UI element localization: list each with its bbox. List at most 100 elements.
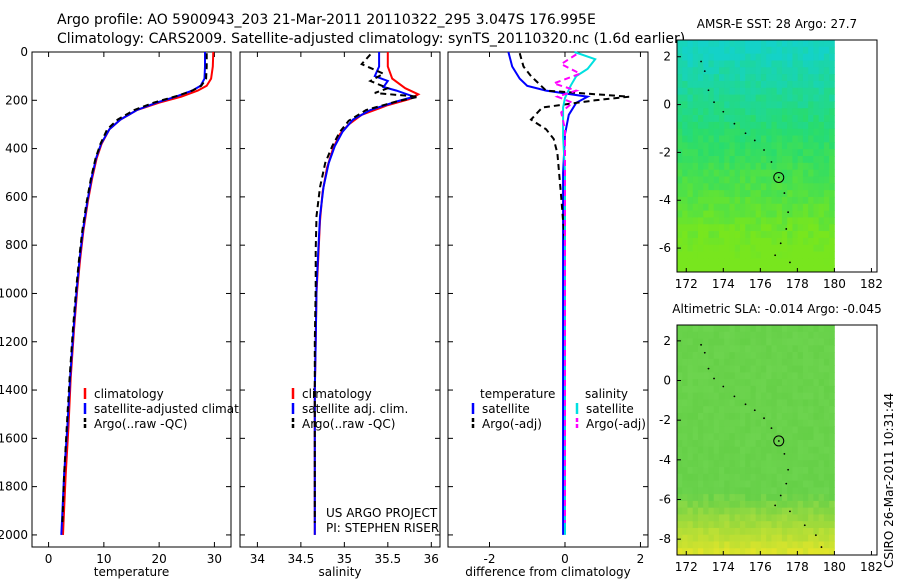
- field-cell: [734, 433, 741, 441]
- field-cell: [734, 217, 741, 225]
- field-cell: [745, 46, 751, 55]
- field-cell: [829, 237, 835, 246]
- field-cell: [697, 372, 704, 380]
- field-cell: [692, 480, 699, 488]
- field-cell: [808, 500, 814, 509]
- field-cell: [776, 53, 783, 61]
- field-cell: [734, 60, 741, 68]
- field-cell: [766, 224, 772, 232]
- field-cell: [802, 521, 809, 529]
- field-cell: [739, 473, 746, 481]
- field-cell: [687, 94, 694, 102]
- field-cell: [771, 385, 778, 394]
- field-cell: [808, 527, 814, 536]
- field-cell: [734, 149, 741, 157]
- field-cell: [771, 244, 778, 252]
- field-cell: [745, 128, 751, 136]
- field-cell: [729, 527, 736, 536]
- field-cell: [755, 379, 762, 387]
- field-cell: [713, 345, 720, 353]
- field-cell: [792, 527, 799, 536]
- field-cell: [813, 419, 820, 427]
- field-cell: [682, 365, 688, 373]
- field-cell: [755, 487, 762, 495]
- field-cell: [682, 244, 688, 252]
- field-cell: [677, 460, 683, 468]
- field-cell: [771, 480, 778, 488]
- field-cell: [760, 203, 767, 211]
- track-point: [733, 122, 736, 125]
- field-cell: [808, 203, 814, 211]
- field-cell: [760, 80, 767, 89]
- field-cell: [739, 135, 746, 143]
- field-cell: [687, 453, 694, 461]
- field-cell: [677, 379, 683, 387]
- field-cell: [692, 156, 699, 164]
- field-cell: [760, 108, 767, 116]
- field-cell: [697, 224, 704, 232]
- field-cell: [692, 541, 699, 549]
- field-cell: [750, 251, 757, 259]
- field-cell: [724, 237, 730, 246]
- field-cell: [823, 440, 830, 448]
- field-cell: [745, 40, 751, 48]
- field-cell: [729, 406, 736, 414]
- field-cell: [703, 406, 709, 414]
- field-cell: [682, 128, 688, 136]
- field-cell: [766, 196, 772, 205]
- field-cell: [787, 453, 793, 461]
- field-cell: [677, 487, 683, 495]
- legend-label: satellite: [586, 402, 634, 416]
- field-cell: [818, 325, 825, 333]
- field-cell: [808, 507, 814, 515]
- field-cell: [802, 258, 809, 266]
- field-cell: [724, 426, 730, 434]
- field-cell: [692, 500, 699, 509]
- field-cell: [755, 541, 762, 549]
- field-cell: [797, 162, 804, 171]
- track-point: [763, 417, 765, 420]
- field-cell: [813, 467, 820, 475]
- field-cell: [776, 87, 783, 95]
- field-cell: [734, 87, 741, 95]
- field-cell: [708, 440, 715, 448]
- field-cell: [781, 325, 788, 333]
- field-cell: [692, 399, 699, 407]
- field-cell: [802, 433, 809, 441]
- field-cell: [677, 473, 683, 481]
- field-cell: [802, 487, 809, 495]
- field-cell: [745, 358, 751, 366]
- field-cell: [697, 379, 704, 387]
- field-cell: [766, 121, 772, 130]
- field-cell: [718, 176, 725, 184]
- field-cell: [797, 87, 804, 95]
- field-cell: [745, 244, 751, 252]
- field-cell: [750, 365, 757, 373]
- field-cell: [745, 183, 751, 191]
- field-cell: [823, 176, 830, 184]
- field-cell: [829, 446, 835, 454]
- field-cell: [787, 514, 793, 522]
- field-cell: [692, 60, 699, 68]
- field-cell: [739, 453, 746, 461]
- field-cell: [787, 345, 793, 353]
- field-cell: [760, 94, 767, 102]
- field-cell: [802, 128, 809, 136]
- header-line-2: Climatology: CARS2009. Satellite-adjuste…: [57, 31, 685, 47]
- field-cell: [713, 203, 720, 211]
- field-cell: [792, 352, 799, 360]
- field-cell: [808, 399, 814, 407]
- field-cell: [760, 149, 767, 157]
- field-cell: [797, 419, 804, 427]
- field-cell: [692, 331, 699, 339]
- field-cell: [677, 46, 683, 55]
- field-cell: [739, 224, 746, 232]
- field-cell: [829, 169, 835, 177]
- field-cell: [802, 473, 809, 481]
- field-cell: [823, 372, 830, 380]
- field-cell: [703, 169, 709, 177]
- field-cell: [808, 345, 814, 353]
- field-cell: [703, 426, 709, 434]
- field-cell: [776, 527, 783, 536]
- field-cell: [739, 325, 746, 333]
